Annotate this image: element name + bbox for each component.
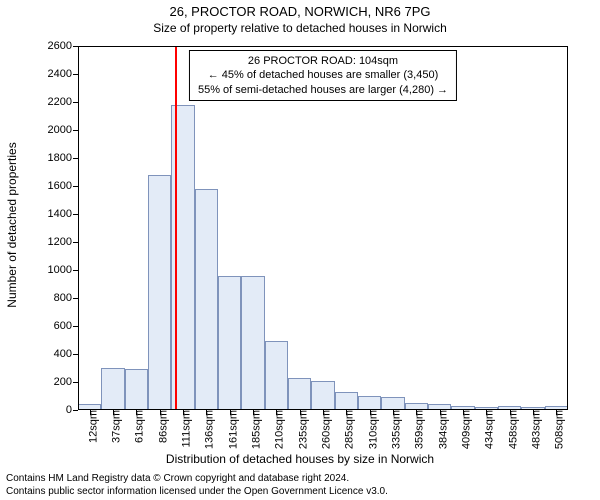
y-tick-mark	[73, 354, 78, 355]
histogram-bar	[241, 276, 264, 410]
histogram-bar	[125, 369, 148, 410]
histogram-bar	[218, 276, 241, 410]
x-tick-mark	[486, 410, 487, 415]
x-tick-label: 86sqm	[154, 410, 169, 443]
x-tick-mark	[276, 410, 277, 415]
chart-subtitle: Size of property relative to detached ho…	[0, 19, 600, 35]
x-tick-mark	[113, 410, 114, 415]
attribution: Contains HM Land Registry data © Crown c…	[6, 473, 388, 498]
histogram-bar	[265, 341, 288, 410]
x-tick-label: 384sqm	[434, 410, 449, 449]
x-tick-label: 185sqm	[248, 410, 263, 449]
annotation-line1: 26 PROCTOR ROAD: 104sqm	[198, 54, 448, 68]
y-tick-mark	[73, 270, 78, 271]
annotation-box: 26 PROCTOR ROAD: 104sqm ← 45% of detache…	[189, 50, 457, 101]
x-tick-label: 12sqm	[84, 410, 99, 443]
x-tick-mark	[300, 410, 301, 415]
y-tick-mark	[73, 298, 78, 299]
x-tick-mark	[370, 410, 371, 415]
y-tick-mark	[73, 74, 78, 75]
x-tick-label: 409sqm	[458, 410, 473, 449]
histogram-bar	[381, 397, 404, 410]
attribution-line1: Contains HM Land Registry data © Crown c…	[6, 473, 388, 486]
x-tick-label: 285sqm	[341, 410, 356, 449]
x-tick-mark	[230, 410, 231, 415]
y-tick-mark	[73, 410, 78, 411]
x-tick-mark	[183, 410, 184, 415]
annotation-line2: ← 45% of detached houses are smaller (3,…	[198, 68, 448, 82]
histogram-bar	[148, 175, 171, 410]
x-tick-mark	[160, 410, 161, 415]
y-axis-label: Number of detached properties	[5, 142, 19, 307]
x-tick-mark	[253, 410, 254, 415]
x-tick-label: 434sqm	[481, 410, 496, 449]
x-tick-label: 136sqm	[201, 410, 216, 449]
y-tick-mark	[73, 186, 78, 187]
histogram-bar	[311, 381, 334, 410]
x-tick-mark	[416, 410, 417, 415]
x-tick-label: 37sqm	[108, 410, 123, 443]
x-tick-mark	[510, 410, 511, 415]
x-tick-label: 359sqm	[411, 410, 426, 449]
x-tick-label: 508sqm	[551, 410, 566, 449]
plot-area: 0200400600800100012001400160018002000220…	[78, 46, 568, 410]
histogram-bar	[405, 403, 428, 410]
y-tick-mark	[73, 382, 78, 383]
marker-line	[175, 46, 177, 410]
x-tick-mark	[90, 410, 91, 415]
histogram-bar	[335, 392, 358, 410]
x-tick-label: 310sqm	[364, 410, 379, 449]
x-tick-mark	[346, 410, 347, 415]
x-tick-mark	[393, 410, 394, 415]
histogram-bar	[101, 368, 124, 410]
attribution-line2: Contains public sector information licen…	[6, 486, 388, 499]
x-tick-mark	[136, 410, 137, 415]
x-tick-label: 483sqm	[528, 410, 543, 449]
y-tick-mark	[73, 326, 78, 327]
x-tick-label: 458sqm	[504, 410, 519, 449]
x-tick-mark	[463, 410, 464, 415]
x-axis-label: Distribution of detached houses by size …	[0, 452, 600, 466]
y-tick-mark	[73, 46, 78, 47]
y-tick-mark	[73, 130, 78, 131]
y-tick-mark	[73, 242, 78, 243]
chart-container: 26, PROCTOR ROAD, NORWICH, NR6 7PG Size …	[0, 0, 600, 500]
x-tick-label: 161sqm	[224, 410, 239, 449]
x-tick-label: 335sqm	[388, 410, 403, 449]
x-tick-label: 235sqm	[294, 410, 309, 449]
x-tick-mark	[440, 410, 441, 415]
x-tick-label: 260sqm	[318, 410, 333, 449]
y-tick-mark	[73, 102, 78, 103]
x-tick-label: 111sqm	[178, 410, 193, 448]
histogram-bar	[195, 189, 218, 410]
chart-title: 26, PROCTOR ROAD, NORWICH, NR6 7PG	[0, 0, 600, 19]
histogram-bar	[358, 396, 381, 410]
x-tick-label: 61sqm	[131, 410, 146, 443]
histogram-bar	[288, 378, 311, 410]
annotation-line3: 55% of semi-detached houses are larger (…	[198, 83, 448, 97]
y-tick-mark	[73, 158, 78, 159]
x-tick-mark	[556, 410, 557, 415]
x-tick-mark	[533, 410, 534, 415]
x-tick-label: 210sqm	[271, 410, 286, 449]
x-tick-mark	[206, 410, 207, 415]
y-tick-mark	[73, 214, 78, 215]
x-tick-mark	[323, 410, 324, 415]
